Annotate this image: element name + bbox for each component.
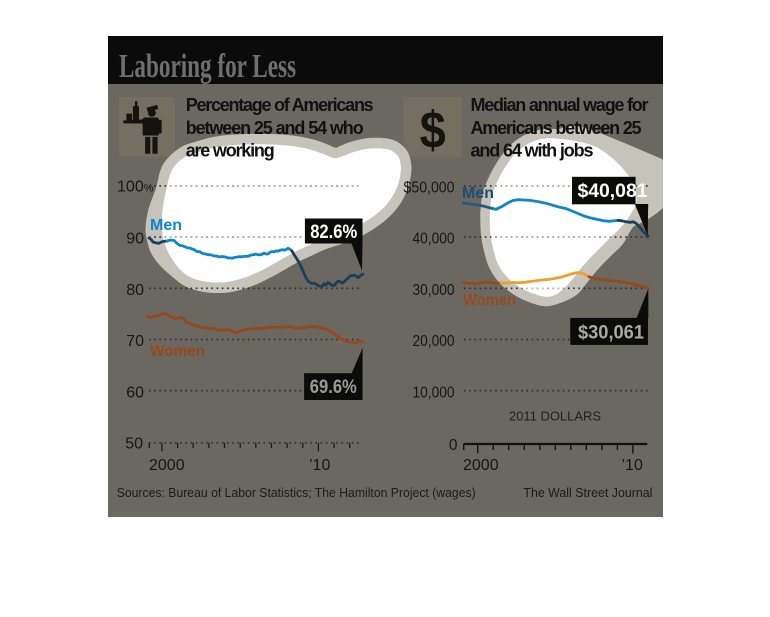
svg-text:Percentage of Americans: Percentage of Americans xyxy=(186,95,374,115)
svg-text:2000: 2000 xyxy=(149,457,185,474)
svg-text:Men: Men xyxy=(150,217,182,234)
svg-text:0: 0 xyxy=(449,437,458,454)
svg-text:82.6%: 82.6% xyxy=(310,222,357,243)
svg-text:30,000: 30,000 xyxy=(413,282,455,299)
svg-text:90: 90 xyxy=(126,231,144,248)
svg-text:100%: 100% xyxy=(117,178,154,195)
svg-text:20,000: 20,000 xyxy=(413,333,455,350)
svg-text:’10: ’10 xyxy=(309,457,330,474)
svg-text:2000: 2000 xyxy=(463,457,499,474)
svg-text:$50,000: $50,000 xyxy=(404,180,455,197)
svg-text:Women: Women xyxy=(463,292,516,309)
svg-text:Laboring for Less: Laboring for Less xyxy=(119,48,296,85)
svg-text:69.6%: 69.6% xyxy=(310,377,357,398)
svg-text:10,000: 10,000 xyxy=(413,384,455,401)
svg-text:$40,081: $40,081 xyxy=(578,181,648,202)
svg-text:between 25 and 54 who: between 25 and 54 who xyxy=(186,118,364,138)
svg-text:70: 70 xyxy=(126,333,144,350)
svg-text:The Wall Street Journal: The Wall Street Journal xyxy=(523,486,652,500)
svg-text:and 64 with jobs: and 64 with jobs xyxy=(471,141,594,161)
svg-text:Americans between 25: Americans between 25 xyxy=(471,118,642,138)
svg-text:Median annual wage for: Median annual wage for xyxy=(471,95,649,115)
svg-text:60: 60 xyxy=(126,384,144,401)
svg-text:50: 50 xyxy=(125,435,143,452)
svg-text:2011 DOLLARS: 2011 DOLLARS xyxy=(509,409,601,424)
svg-text:’10: ’10 xyxy=(622,457,643,474)
svg-text:Men: Men xyxy=(462,185,494,202)
svg-text:$30,061: $30,061 xyxy=(578,323,644,344)
svg-text:Sources: Bureau of Labor Stati: Sources: Bureau of Labor Statistics; The… xyxy=(117,486,476,500)
svg-text:are working: are working xyxy=(186,141,275,161)
svg-text:80: 80 xyxy=(126,282,144,299)
svg-text:$: $ xyxy=(420,102,446,160)
svg-text:40,000: 40,000 xyxy=(413,231,455,248)
svg-text:Women: Women xyxy=(150,343,205,360)
